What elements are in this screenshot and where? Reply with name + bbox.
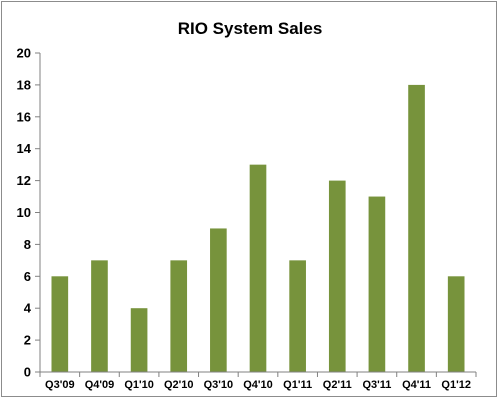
y-tick-label: 6 — [24, 269, 31, 284]
x-tick-label: Q4'10 — [243, 379, 273, 391]
x-axis: Q3'09 Q4'09 Q1'10 Q2'10 Q3'10 Q4'10 Q1'11 Q2'11… — [39, 371, 477, 391]
x-tick-label: Q4'11 — [402, 379, 431, 391]
x-tick-label: Q3'11 — [362, 379, 391, 391]
bar — [91, 260, 108, 372]
x-tick-label: Q3'09 — [45, 379, 75, 391]
bar — [130, 308, 148, 372]
y-tick-label: 18 — [17, 77, 31, 92]
x-tick-label: Q1'11 — [283, 379, 312, 391]
y-tick-label: 0 — [24, 365, 31, 380]
bar — [249, 164, 267, 372]
bar — [447, 276, 465, 372]
bar — [328, 180, 346, 372]
y-tick-label: 2 — [24, 333, 31, 348]
bar — [368, 196, 386, 372]
x-tick-label: Q1'12 — [441, 379, 471, 391]
y-tick-label: 4 — [24, 301, 32, 316]
x-tick-label: Q2'10 — [164, 379, 194, 391]
chart-title: RIO System Sales — [178, 19, 323, 38]
x-tick-label: Q3'10 — [204, 379, 234, 391]
bars — [51, 84, 465, 373]
x-tick-label: Q2'11 — [323, 379, 352, 391]
x-tick-label: Q4'09 — [85, 379, 115, 391]
y-tick-label: 16 — [17, 109, 31, 124]
bar — [170, 260, 188, 372]
y-tick-label: 8 — [24, 237, 31, 252]
y-tick-label: 20 — [17, 46, 31, 61]
y-axis: 0 2 4 6 8 10 12 14 16 18 20 — [17, 46, 41, 380]
bar — [51, 276, 69, 372]
y-tick-label: 12 — [17, 173, 31, 188]
y-tick-label: 10 — [17, 205, 31, 220]
bar — [210, 228, 227, 372]
x-tick-label: Q1'10 — [124, 379, 154, 391]
y-tick-label: 14 — [17, 141, 32, 156]
bar — [289, 260, 306, 372]
bar — [408, 84, 425, 373]
